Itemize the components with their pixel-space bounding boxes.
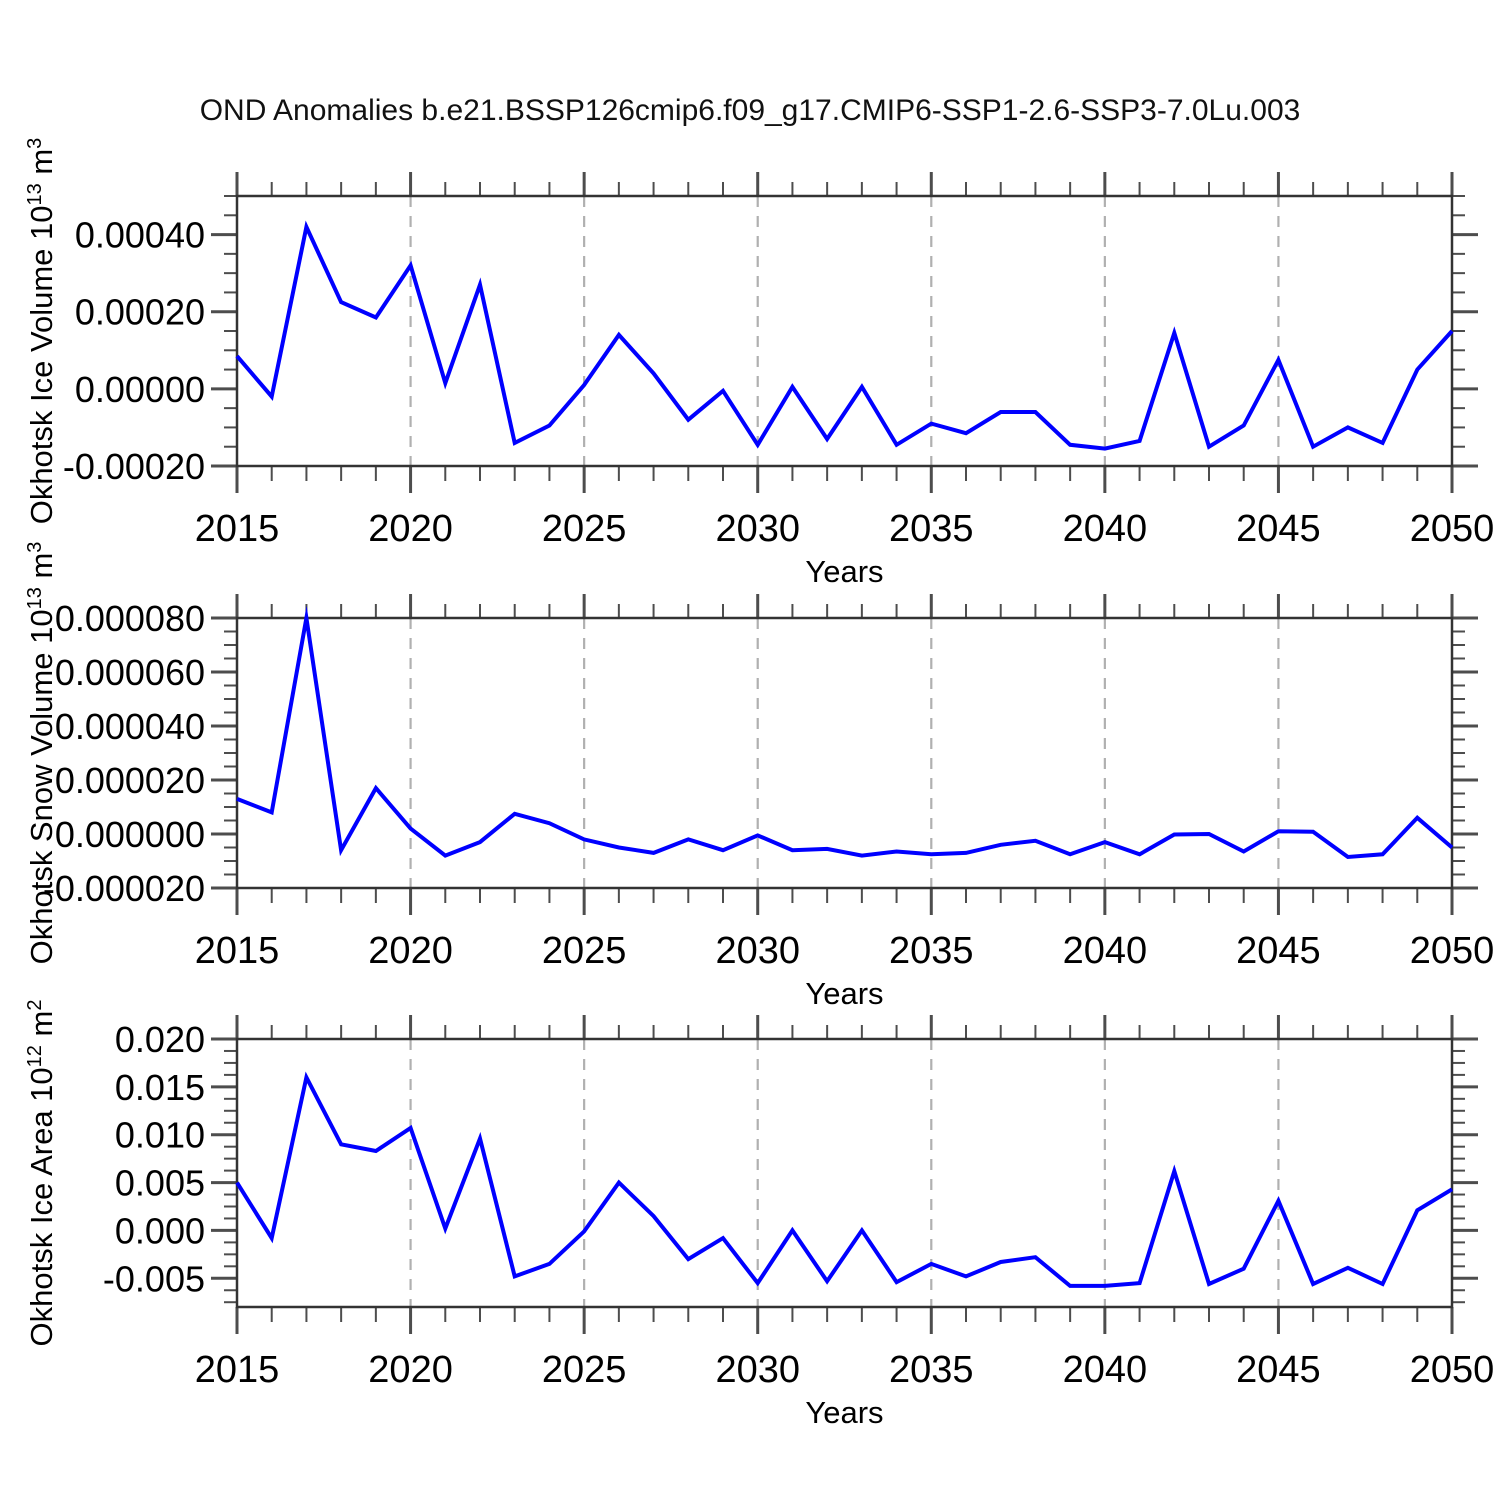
- y-tick-label: 0.020: [115, 1019, 205, 1060]
- x-axis-label: Years: [805, 554, 883, 589]
- panel-snow-volume: 2015 2020 2025 2030 2035 2040 2045 2050 -0.00002…: [24, 542, 1494, 1011]
- x-axis-label: Years: [805, 1395, 883, 1430]
- y-tick-label: 0.000000: [55, 814, 205, 855]
- y-axis-title: Okhotsk Ice Volume 1013 m3: [24, 138, 59, 525]
- y-axis-title: Okhotsk Ice Area 1012 m2: [24, 1000, 59, 1347]
- x-tick-label: 2045: [1236, 1349, 1321, 1391]
- x-tick-label: 2025: [542, 508, 627, 550]
- y-tick-label: 0.00040: [75, 215, 205, 256]
- x-tick-label: 2025: [542, 1349, 627, 1391]
- x-tick-label: 2030: [715, 1349, 800, 1391]
- y-tick-label: -0.005: [103, 1258, 205, 1299]
- plot-box: [235, 616, 1454, 890]
- x-tick-label: 2030: [715, 508, 800, 550]
- x-tick-label: 2025: [542, 930, 627, 972]
- x-tick-label: 2040: [1063, 1349, 1148, 1391]
- x-tick-label: 2020: [368, 508, 453, 550]
- x-tick-label: 2035: [889, 508, 974, 550]
- y-axis-title: Okhotsk Snow Volume 1013 m3: [24, 542, 59, 965]
- x-tick-label: 2045: [1236, 508, 1321, 550]
- x-tick-label: 2015: [195, 1349, 280, 1391]
- x-tick-label: 2040: [1063, 930, 1148, 972]
- x-tick-label: 2015: [195, 508, 280, 550]
- y-tick-label: -0.00020: [63, 446, 205, 487]
- data-line-ice-volume: [235, 220, 1454, 451]
- x-tick-label: 2030: [715, 930, 800, 972]
- x-tick-label: 2050: [1410, 1349, 1495, 1391]
- y-tick-label: 0.015: [115, 1067, 205, 1108]
- y-tick-label: 0.000: [115, 1210, 205, 1251]
- data-line-snow-volume: [236, 605, 1454, 860]
- y-tick-label: 0.005: [115, 1163, 205, 1204]
- x-tick-label: 2035: [889, 1349, 974, 1391]
- plot-box: [235, 1037, 1454, 1309]
- y-tick-label: -0.000020: [43, 868, 205, 909]
- y-tick-label: 0.000040: [55, 706, 205, 747]
- x-tick-label: 2020: [368, 930, 453, 972]
- y-tick-label: 0.000080: [55, 598, 205, 639]
- x-tick-label: 2050: [1410, 508, 1495, 550]
- panel-ice-area: 2015 2020 2025 2030 2035 2040 2045 2050 -0.005 0.…: [24, 1000, 1494, 1430]
- y-tick-label: 0.010: [115, 1115, 205, 1156]
- panel-ice-volume: 2015 2020 2025 2030 2035 2040 2045 2050 -0.00020…: [24, 138, 1494, 589]
- plot-box: [235, 194, 1454, 468]
- x-tick-label: 2015: [195, 930, 280, 972]
- y-tick-label: 0.00020: [75, 292, 205, 333]
- y-tick-label: 0.00000: [75, 369, 205, 410]
- x-tick-label: 2035: [889, 930, 974, 972]
- y-tick-label: 0.000020: [55, 760, 205, 801]
- x-axis-label: Years: [805, 976, 883, 1011]
- x-tick-label: 2050: [1410, 930, 1495, 972]
- y-tick-label: 0.000060: [55, 652, 205, 693]
- x-tick-label: 2045: [1236, 930, 1321, 972]
- x-tick-label: 2020: [368, 1349, 453, 1391]
- x-tick-label: 2040: [1063, 508, 1148, 550]
- chart-title: OND Anomalies b.e21.BSSP126cmip6.f09_g17…: [199, 94, 1301, 127]
- data-line-ice-area: [235, 1071, 1454, 1288]
